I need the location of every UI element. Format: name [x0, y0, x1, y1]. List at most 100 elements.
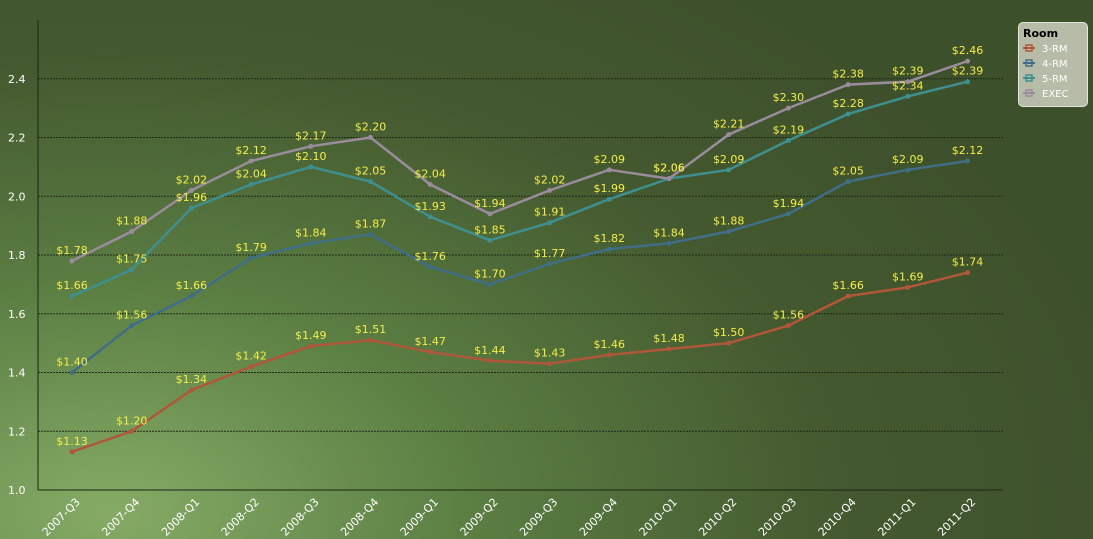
data-point — [69, 293, 75, 299]
data-label: $1.40 — [56, 356, 88, 369]
data-point — [308, 240, 314, 246]
data-point — [427, 349, 433, 355]
data-point — [965, 79, 970, 85]
data-point — [69, 370, 75, 375]
y-tick-label: 2.2 — [8, 132, 26, 145]
data-label: $2.30 — [773, 91, 805, 104]
data-label: $2.12 — [235, 144, 267, 157]
data-label: $2.46 — [952, 44, 984, 57]
data-point — [965, 270, 970, 276]
data-label: $1.43 — [534, 347, 566, 360]
data-point — [188, 387, 194, 393]
series-line-4-rm — [71, 159, 968, 374]
x-tick-label: 2009-Q1 — [398, 496, 441, 539]
y-tick-label: 1.6 — [8, 308, 26, 321]
legend-title: Room — [1023, 27, 1059, 40]
data-point — [726, 132, 732, 138]
data-point — [368, 179, 373, 185]
series-line-3-rm — [71, 271, 968, 453]
data-label: $1.79 — [235, 241, 267, 254]
data-label: $2.20 — [355, 121, 387, 134]
data-point — [487, 211, 493, 217]
data-label: $1.46 — [594, 338, 626, 351]
y-tick-label: 1.4 — [8, 367, 26, 380]
data-label: $1.91 — [534, 206, 566, 219]
data-label: $2.02 — [176, 173, 208, 186]
legend-item: EXEC — [1023, 87, 1083, 102]
x-tick-label: 2010-Q3 — [756, 496, 799, 539]
data-label: $1.99 — [594, 182, 626, 195]
data-label: $1.56 — [773, 309, 805, 322]
data-point — [905, 79, 911, 85]
data-label: $1.76 — [414, 250, 446, 263]
data-label: $1.49 — [295, 329, 327, 342]
x-tick-label: 2007-Q3 — [40, 496, 83, 539]
x-tick-label: 2008-Q1 — [159, 496, 202, 539]
data-label: $2.10 — [295, 150, 327, 163]
y-tick-label: 1.8 — [8, 249, 26, 262]
data-labels: $1.13 $1.20 $1.34 $1.42 $1.49 $1.51 $1.47 $1.44… — [56, 44, 983, 448]
data-label: $2.09 — [594, 153, 626, 166]
data-point — [368, 337, 373, 343]
data-label: $1.94 — [773, 197, 805, 210]
data-label: $1.34 — [176, 373, 208, 386]
data-label: $1.66 — [832, 279, 864, 292]
legend-swatch-icon — [1023, 43, 1035, 56]
x-tick-label: 2009-Q3 — [517, 496, 560, 539]
x-tick-label: 2011-Q1 — [875, 496, 918, 539]
legend-label: EXEC — [1042, 89, 1069, 100]
data-point — [129, 428, 135, 434]
data-label: $1.51 — [355, 323, 387, 336]
data-point — [308, 143, 314, 149]
data-point — [606, 246, 612, 252]
data-point — [547, 220, 553, 226]
data-point — [547, 361, 553, 367]
data-label: $1.84 — [653, 226, 685, 239]
y-tick-label: 1.0 — [8, 484, 26, 497]
data-label: $2.04 — [414, 168, 446, 181]
data-point — [308, 164, 314, 170]
data-point — [606, 352, 612, 358]
data-point — [666, 346, 672, 352]
data-point — [726, 167, 732, 173]
data-label: $2.19 — [773, 123, 805, 136]
data-label: $2.38 — [832, 68, 864, 81]
data-label: $2.09 — [892, 153, 924, 166]
data-point — [547, 187, 553, 193]
data-point — [666, 240, 672, 246]
data-label: $1.82 — [594, 232, 626, 245]
series-lines — [69, 58, 970, 455]
data-label: $1.44 — [474, 344, 506, 357]
data-point — [606, 196, 612, 202]
data-point — [905, 167, 911, 173]
data-label: $1.93 — [414, 200, 446, 213]
x-tick-label: 2010-Q2 — [696, 496, 739, 539]
data-point — [726, 229, 732, 234]
data-label: $2.06 — [653, 162, 685, 175]
data-label: $2.34 — [892, 79, 924, 92]
data-point — [726, 340, 732, 346]
data-label: $2.09 — [713, 153, 745, 166]
data-point — [965, 158, 970, 164]
data-point — [248, 158, 254, 164]
data-label: $1.50 — [713, 326, 745, 339]
legend-label: 5-RM — [1042, 74, 1068, 85]
data-point — [785, 105, 791, 111]
series-line-5-rm — [71, 80, 968, 298]
data-label: $2.39 — [952, 65, 984, 78]
data-label: $1.20 — [116, 414, 148, 427]
legend-label: 3-RM — [1042, 44, 1068, 55]
data-point — [129, 229, 135, 234]
data-point — [368, 135, 373, 140]
chart-legend: Room 3-RM 4-RM 5-RM EXEC — [1018, 22, 1088, 107]
data-label: $1.87 — [355, 217, 387, 230]
data-point — [188, 187, 194, 193]
data-label: $1.42 — [235, 350, 267, 363]
y-tick-label: 2.4 — [8, 73, 26, 86]
data-point — [905, 93, 911, 99]
data-label: $2.04 — [235, 168, 267, 181]
data-point — [606, 167, 612, 173]
legend-item: 5-RM — [1023, 72, 1083, 87]
data-point — [785, 323, 791, 328]
